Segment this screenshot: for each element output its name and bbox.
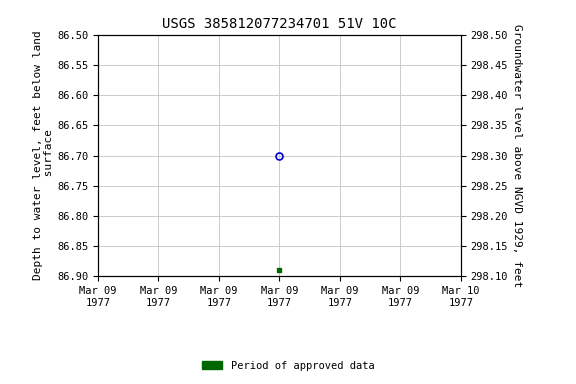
Y-axis label: Depth to water level, feet below land
 surface: Depth to water level, feet below land su… bbox=[33, 31, 54, 280]
Title: USGS 385812077234701 51V 10C: USGS 385812077234701 51V 10C bbox=[162, 17, 397, 31]
Legend: Period of approved data: Period of approved data bbox=[198, 357, 378, 375]
Y-axis label: Groundwater level above NGVD 1929, feet: Groundwater level above NGVD 1929, feet bbox=[512, 24, 522, 287]
